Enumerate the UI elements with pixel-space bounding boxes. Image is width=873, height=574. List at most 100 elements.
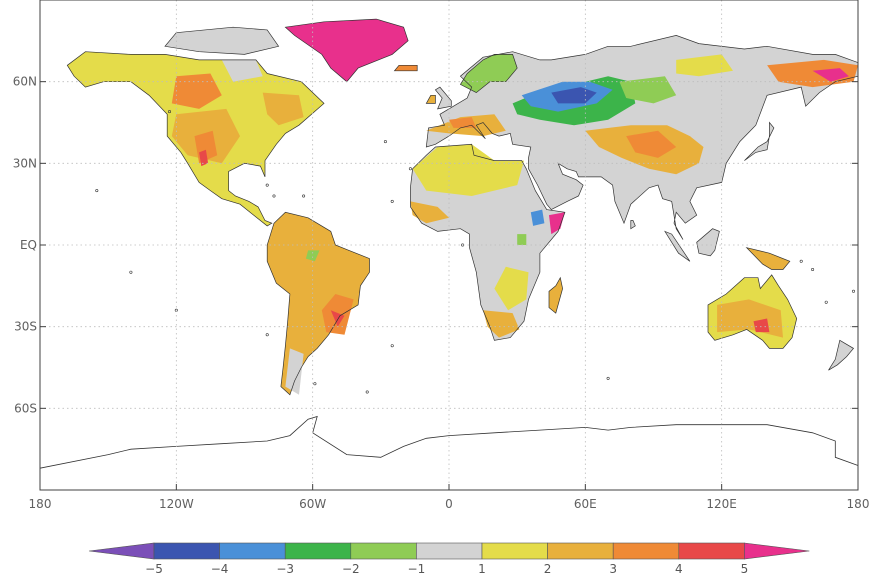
land-ireland	[426, 95, 436, 104]
coastline-north-america	[66, 51, 325, 227]
island-outline	[606, 376, 610, 380]
anomaly-patch	[262, 92, 304, 126]
anomaly-patch	[676, 54, 733, 77]
colorbar-bin	[219, 542, 286, 560]
anomaly-patch	[753, 318, 770, 333]
anomaly-patch	[171, 73, 222, 109]
island-outline	[851, 289, 855, 293]
island-outline	[272, 194, 276, 198]
anomaly-patch	[626, 130, 677, 158]
colorbar-bin	[547, 542, 614, 560]
coastline-new-guinea	[745, 247, 791, 270]
colorbar-under-triangle	[88, 542, 155, 560]
island-outline	[383, 140, 387, 144]
y-tick-label: 60S	[14, 401, 37, 415]
colorbar-label: 3	[609, 562, 617, 574]
coastline-layer	[39, 18, 859, 469]
colorbar-bin	[612, 542, 680, 560]
coastline-great-britain	[434, 86, 452, 110]
anomaly-patch	[530, 209, 545, 226]
anomaly-patch	[619, 76, 677, 104]
anomaly-patch	[221, 59, 263, 82]
colorbar-bin	[481, 542, 548, 560]
coastline-ireland	[425, 94, 436, 104]
coastline-madagascar	[548, 276, 563, 314]
antarctica-coastline	[39, 415, 859, 469]
land-sumatra	[664, 231, 690, 262]
land-greenland	[285, 19, 409, 82]
colorbar-label: −4	[211, 562, 229, 574]
island-outline	[799, 259, 803, 263]
y-tick-label: 30N	[13, 156, 37, 170]
colorbar-label: 1	[478, 562, 486, 574]
coastline-australia	[707, 274, 798, 349]
x-axis-ticks: 180 120W 60W 0 60E 120E 180	[29, 484, 869, 511]
colorbar-label: −5	[145, 562, 163, 574]
colorbar-label: 2	[544, 562, 552, 574]
land-sri-lanka	[630, 220, 636, 229]
land-borneo	[696, 228, 720, 256]
x-tick-label: 120E	[706, 497, 737, 511]
anomaly-patch	[517, 234, 527, 245]
island-outline	[824, 300, 828, 304]
anomaly-patch	[449, 117, 477, 128]
island-outline	[408, 167, 412, 171]
colorbar-over-triangle	[744, 542, 810, 560]
land-scandinavia	[460, 54, 518, 93]
land-canadian-arctic	[165, 27, 279, 55]
anomaly-patch	[549, 212, 565, 235]
island-outline	[129, 270, 133, 274]
anomaly-patch	[412, 144, 524, 196]
gridlines	[40, 0, 858, 490]
colorbar-bin	[284, 542, 352, 560]
land-iceland	[394, 65, 418, 71]
x-tick-label: 120W	[159, 497, 194, 511]
land-great-britain	[435, 87, 452, 109]
land-madagascar	[549, 277, 563, 314]
colorbar-label: 4	[675, 562, 683, 574]
anomaly-layer	[171, 54, 858, 395]
land-new-zealand	[828, 340, 854, 371]
colorbar: −5 −4 −3 −2 −1 1 2 3 4 5	[88, 542, 810, 574]
island-outline	[168, 110, 172, 114]
anomaly-patch	[410, 201, 449, 224]
x-tick-label: 0	[445, 497, 453, 511]
y-tick-label: 60N	[13, 75, 37, 89]
island-outline	[390, 344, 394, 348]
y-axis-ticks: 60N 30N EQ 30S 60S	[13, 75, 858, 415]
coastline-greenland	[284, 18, 409, 83]
anomaly-patch	[285, 348, 304, 395]
island-outline	[365, 390, 369, 394]
coastline-canadian-arctic	[164, 26, 280, 55]
map-panel: 180 120W 60W 0 60E 120E 180 60N 30N EQ 30S 60S	[13, 0, 869, 511]
colorbar-bin	[678, 542, 745, 560]
island-outline	[302, 194, 306, 198]
coastline-africa	[410, 143, 566, 341]
anomaly-patch	[199, 149, 209, 167]
land-japan	[744, 122, 774, 161]
island-outline	[265, 333, 269, 337]
coastline-iceland	[393, 64, 418, 72]
x-tick-label: 180	[29, 497, 52, 511]
coastline-japan	[744, 121, 775, 161]
x-tick-label: 60E	[574, 497, 597, 511]
island-outline	[390, 199, 394, 203]
anomaly-patch	[330, 310, 345, 327]
land-new-guinea	[746, 247, 790, 270]
colorbar-label: −2	[342, 562, 360, 574]
coastline-scandinavia	[459, 54, 518, 94]
colorbar-label: −3	[276, 562, 294, 574]
island-outline	[95, 189, 99, 193]
colorbar-label: 5	[741, 562, 749, 574]
colorbar-bin	[416, 542, 483, 560]
anomaly-patch	[494, 266, 529, 311]
anomaly-patch	[812, 68, 849, 82]
coastline-south-america	[266, 211, 370, 396]
x-tick-label: 60W	[299, 497, 326, 511]
anomaly-patch	[483, 310, 520, 338]
y-tick-label: EQ	[20, 238, 37, 252]
colorbar-label: −1	[408, 562, 426, 574]
island-outline	[811, 267, 815, 271]
land-south-america	[267, 212, 370, 395]
island-outline	[265, 183, 269, 187]
